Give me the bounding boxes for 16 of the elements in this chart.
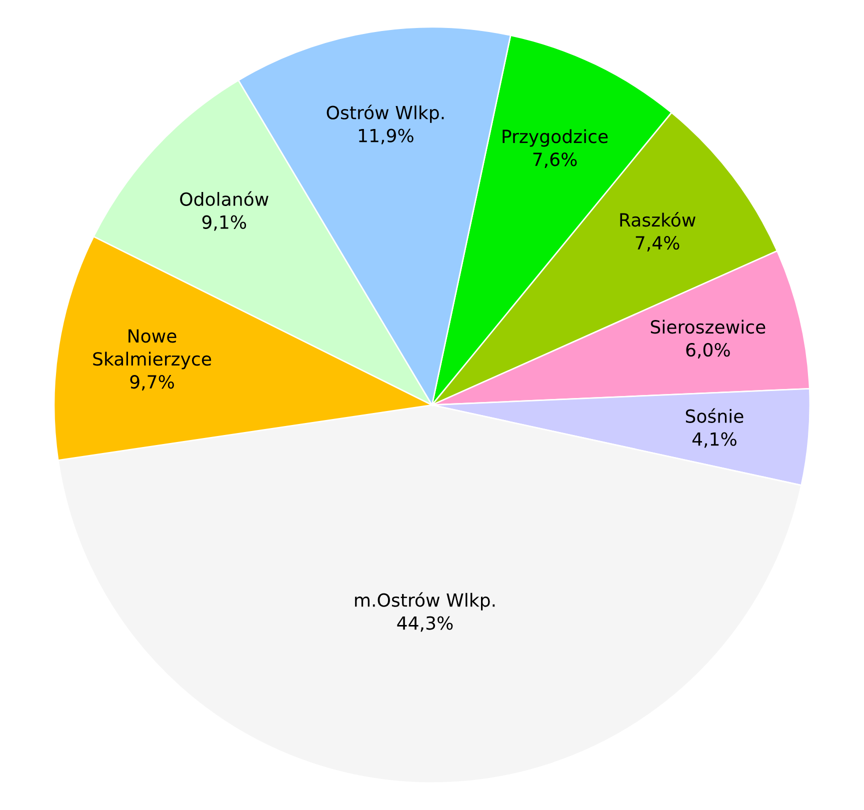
slice-label: Odolanów (180, 191, 268, 206)
slice-label: Przygodzice (502, 129, 608, 147)
data-label: 7,6% (533, 152, 577, 168)
data-label: 9,7% (130, 375, 174, 391)
data-label: 11,9% (359, 128, 414, 144)
data-label: 9,1% (202, 215, 246, 231)
data-label: 44,3% (397, 616, 453, 632)
data-label: 4,1% (692, 432, 736, 448)
slice-label: Raszków (620, 212, 696, 227)
slice-label: Ostrów Wlkp. (326, 104, 444, 123)
slice-label: Sieroszewice (650, 320, 766, 334)
data-label: 7,4% (636, 236, 680, 252)
slice-label: m.Ostrów Wlkp. (355, 592, 495, 610)
slice-label: Sośnie (686, 408, 744, 423)
slice-label: Nowe Skalmierzyce (93, 329, 212, 370)
data-label: 6,0% (686, 343, 730, 359)
